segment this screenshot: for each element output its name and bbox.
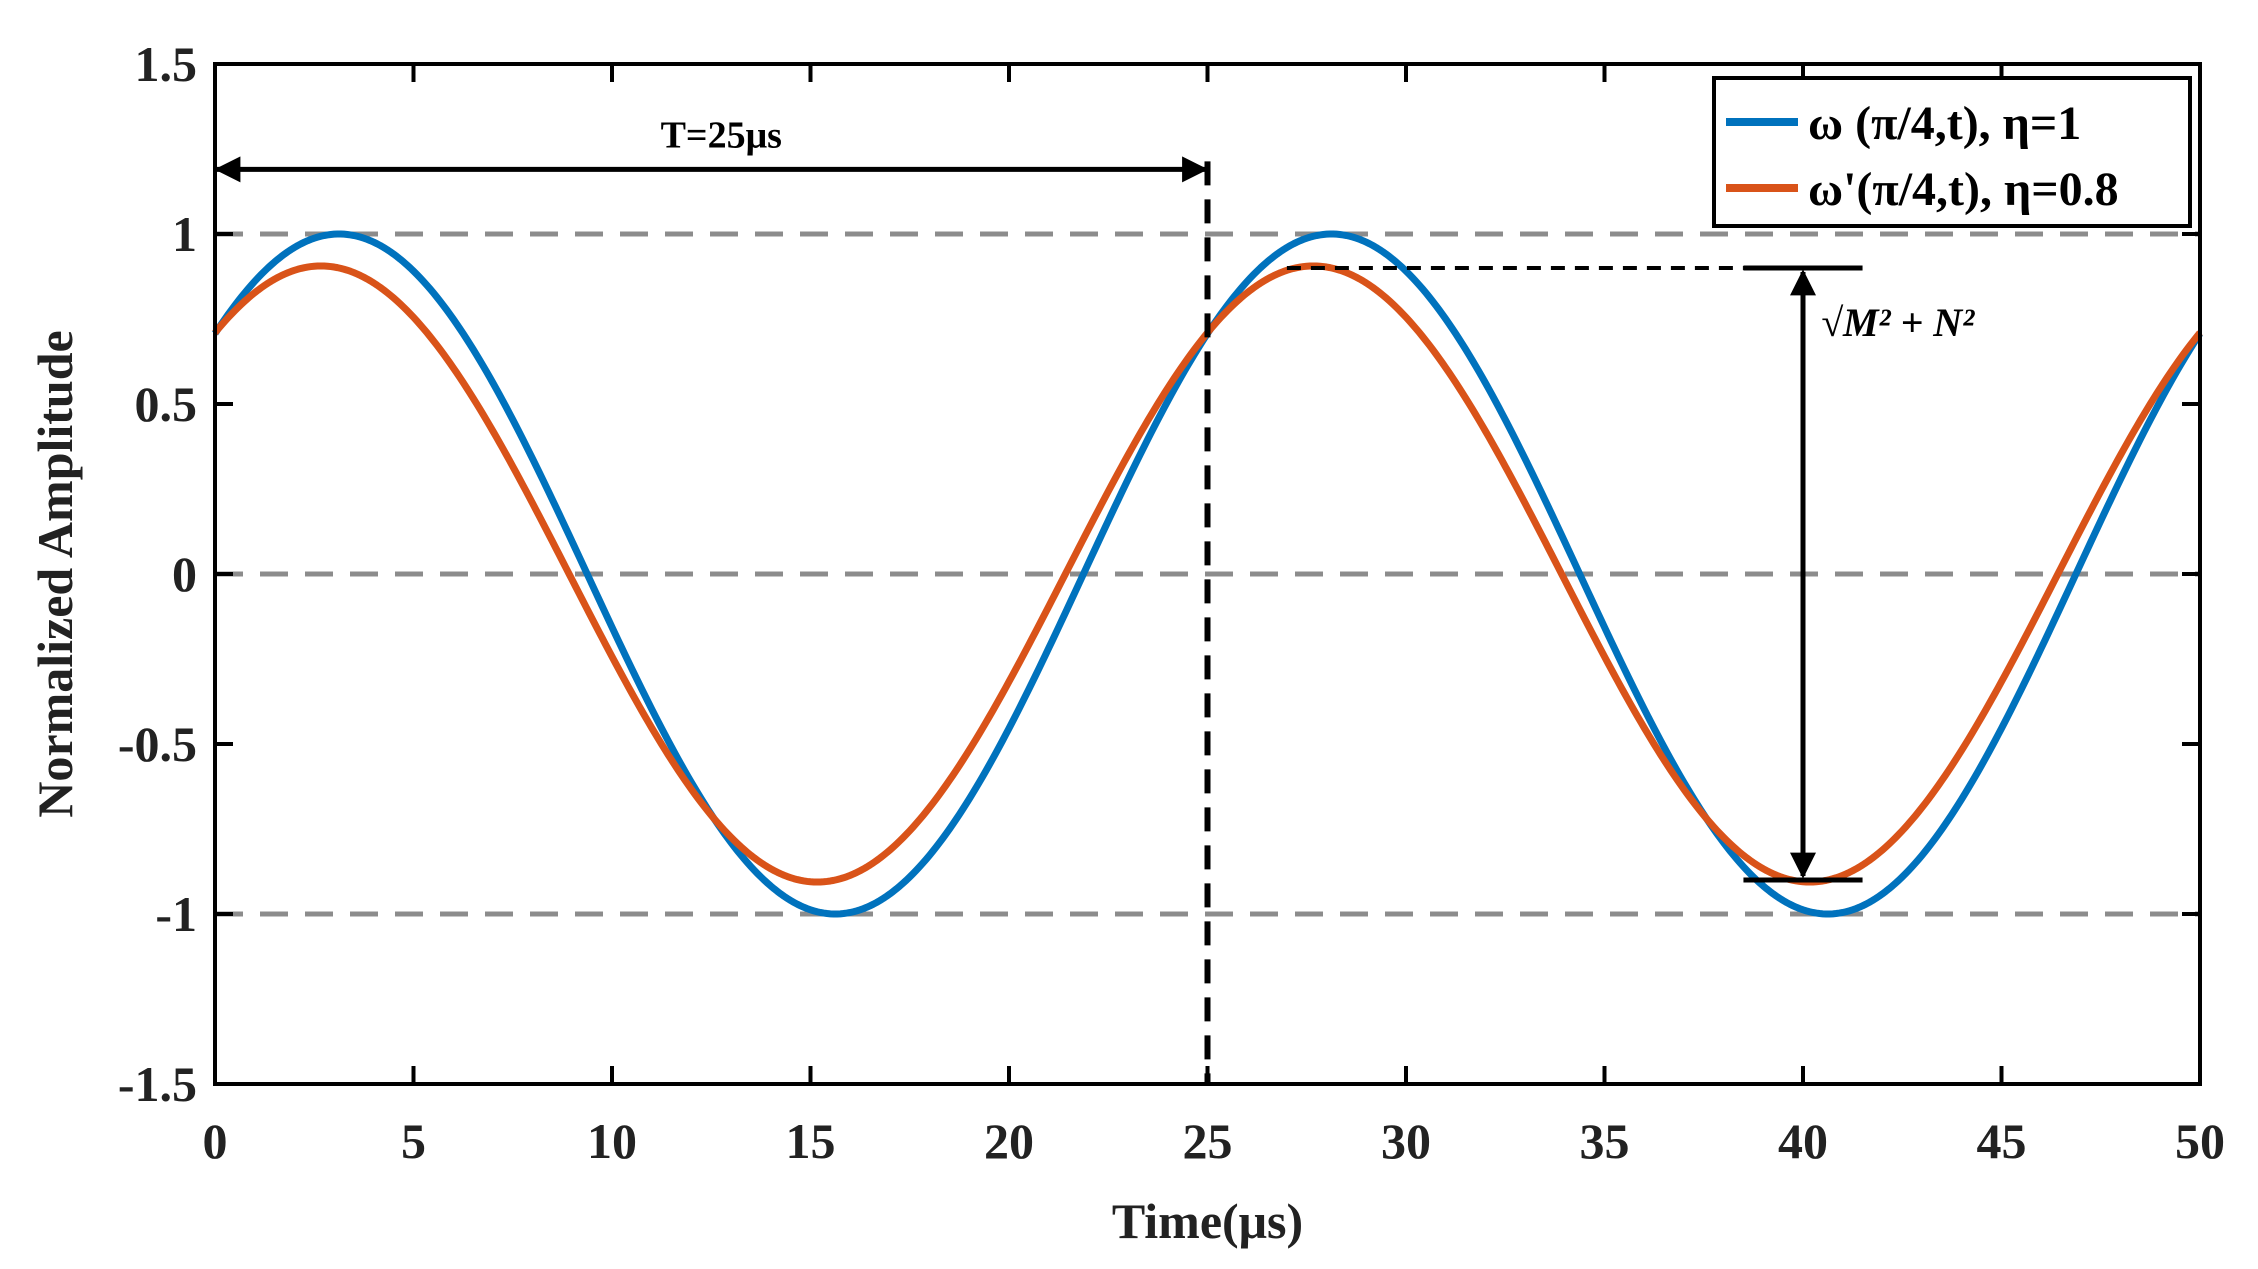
x-tick-label: 35 <box>1580 1113 1630 1169</box>
y-tick-label: 1 <box>172 206 197 262</box>
x-tick-label: 0 <box>203 1113 228 1169</box>
y-tick-label: 0 <box>172 546 197 602</box>
grid-lines <box>215 231 2200 917</box>
period-label: T=25μs <box>661 114 782 156</box>
legend: ω (π/4,t), η=1 ω'(π/4,t), η=0.8 <box>1712 76 2192 228</box>
x-tick-label: 50 <box>2175 1113 2225 1169</box>
magnitude-label: √M² + N² <box>1821 300 1975 345</box>
legend-label-1: ω (π/4,t), η=1 <box>1808 97 2081 150</box>
x-tick-label: 40 <box>1778 1113 1828 1169</box>
x-tick-label: 5 <box>401 1113 426 1169</box>
y-tick-label: 1.5 <box>135 36 198 92</box>
y-tick-label: -1.5 <box>118 1056 197 1112</box>
axis-labels: Time(μs) Normalized Amplitude <box>27 330 1303 1249</box>
x-tick-label: 30 <box>1381 1113 1431 1169</box>
x-tick-label: 15 <box>786 1113 836 1169</box>
x-tick-label: 10 <box>587 1113 637 1169</box>
y-tick-label: -1 <box>155 886 197 942</box>
y-tick-label: -0.5 <box>118 716 197 772</box>
annotations: T=25μs √M² + N² <box>214 114 1975 1084</box>
x-tick-label: 25 <box>1183 1113 1233 1169</box>
x-tick-label: 45 <box>1977 1113 2027 1169</box>
x-axis-label: Time(μs) <box>1112 1193 1303 1249</box>
legend-label-2: ω'(π/4,t), η=0.8 <box>1808 163 2119 216</box>
legend-box <box>1712 76 2192 228</box>
x-tick-label: 20 <box>984 1113 1034 1169</box>
y-axis-label: Normalized Amplitude <box>27 330 83 817</box>
axis-ticks: 0 5 10 15 20 25 30 35 40 45 50 -1.5 -1 -0.5 0 0.5 1 1.5 <box>118 36 2225 1169</box>
y-tick-label: 0.5 <box>135 376 198 432</box>
